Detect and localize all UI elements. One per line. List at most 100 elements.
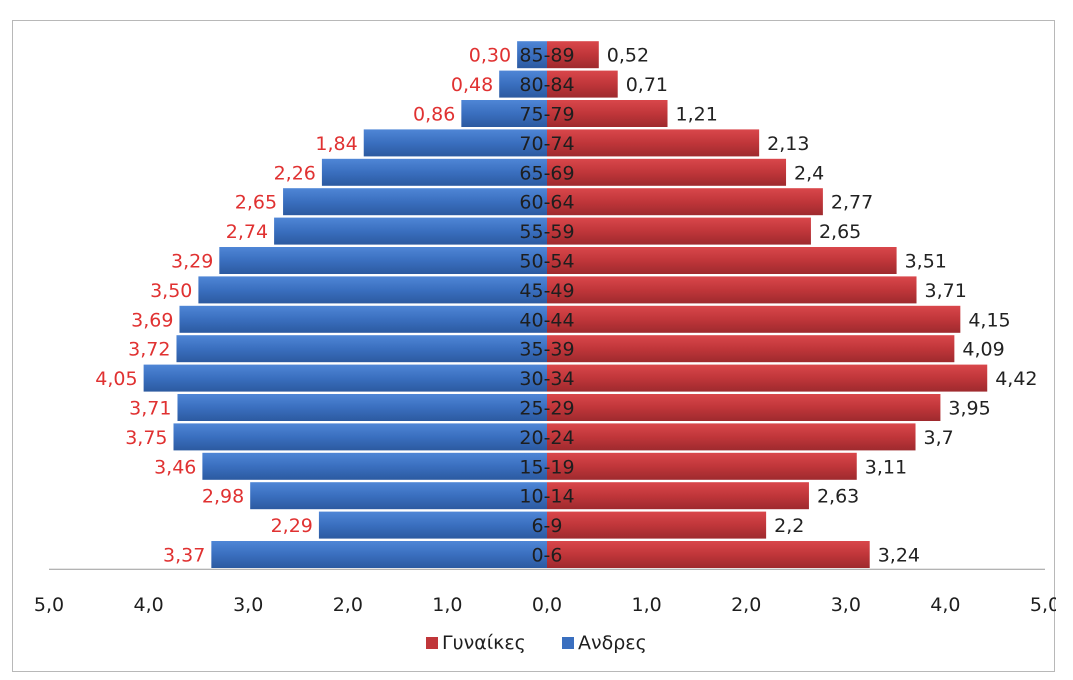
age-group-labels: 0-6 6-9 10-14 15-19 20-24 25-29 30-34 35-39 40-4… bbox=[519, 45, 574, 567]
female-bars bbox=[547, 41, 988, 568]
bar-male-50-54 bbox=[219, 247, 548, 274]
label-female-45-49: 3,71 bbox=[925, 280, 967, 302]
bar-female-65-69 bbox=[547, 158, 787, 186]
bar-female-30-34 bbox=[547, 364, 988, 392]
population-pyramid-chart: 3,37 2,29 2,98 3,46 3,75 3,71 4,05 3,72 3,69 3,50… bbox=[34, 41, 1056, 654]
bar-female-0-6 bbox=[547, 541, 870, 568]
bar-female-10-14 bbox=[547, 482, 809, 510]
label-male-25-29: 3,71 bbox=[129, 398, 171, 420]
x-tick-7: 2,0 bbox=[731, 594, 761, 616]
bar-female-20-24 bbox=[547, 423, 916, 451]
bar-male-30-34 bbox=[143, 364, 547, 392]
age-label-35-39: 35-39 bbox=[519, 339, 574, 361]
label-female-20-24: 3,7 bbox=[924, 427, 954, 449]
legend-label-1: Ανδρες bbox=[578, 632, 647, 654]
bar-male-45-49 bbox=[198, 276, 547, 304]
x-tick-1: 4,0 bbox=[133, 594, 163, 616]
legend: Γυναίκες Ανδρες bbox=[426, 632, 647, 654]
label-male-50-54: 3,29 bbox=[171, 251, 213, 273]
age-label-60-64: 60-64 bbox=[519, 192, 574, 214]
bar-male-85-89 bbox=[517, 41, 547, 69]
label-male-10-14: 2,98 bbox=[202, 486, 244, 508]
label-female-65-69: 2,4 bbox=[794, 162, 824, 184]
label-female-10-14: 2,63 bbox=[817, 486, 859, 508]
bar-female-85-89 bbox=[547, 41, 599, 69]
bar-male-0-6 bbox=[211, 541, 547, 568]
bar-female-45-49 bbox=[547, 276, 917, 304]
label-female-60-64: 2,77 bbox=[831, 192, 873, 214]
label-male-85-89: 0,30 bbox=[469, 45, 511, 67]
label-female-30-34: 4,42 bbox=[995, 368, 1037, 390]
label-male-60-64: 2,65 bbox=[235, 192, 277, 214]
label-male-6-9: 2,29 bbox=[271, 515, 313, 537]
x-tick-6: 1,0 bbox=[631, 594, 661, 616]
label-female-15-19: 3,11 bbox=[865, 456, 907, 478]
x-tick-10: 5,0 bbox=[1030, 594, 1056, 616]
age-label-45-49: 45-49 bbox=[519, 280, 574, 302]
x-tick-8: 3,0 bbox=[831, 594, 861, 616]
age-label-40-44: 40-44 bbox=[519, 309, 574, 331]
bar-male-70-74 bbox=[363, 129, 547, 157]
label-female-50-54: 3,51 bbox=[905, 251, 947, 273]
bar-female-80-84 bbox=[547, 70, 618, 98]
label-female-25-29: 3,95 bbox=[948, 398, 990, 420]
age-label-70-74: 70-74 bbox=[519, 133, 574, 155]
bar-female-15-19 bbox=[547, 452, 857, 480]
bar-female-40-44 bbox=[547, 305, 961, 333]
bar-male-10-14 bbox=[250, 482, 547, 510]
label-female-35-39: 4,09 bbox=[962, 339, 1004, 361]
bar-male-75-79 bbox=[461, 100, 547, 127]
bar-male-25-29 bbox=[177, 394, 547, 421]
label-male-65-69: 2,26 bbox=[274, 162, 316, 184]
female-value-labels: 3,24 2,2 2,63 3,11 3,7 3,954,42 4,09 4,153,71 3,… bbox=[607, 45, 1038, 567]
bar-female-50-54 bbox=[547, 247, 897, 274]
legend-label-0: Γυναίκες bbox=[442, 632, 526, 654]
bar-female-55-59 bbox=[547, 217, 811, 245]
label-male-45-49: 3,50 bbox=[150, 280, 192, 302]
label-female-6-9: 2,2 bbox=[774, 515, 804, 537]
age-label-50-54: 50-54 bbox=[519, 251, 574, 273]
legend-swatch-1 bbox=[562, 637, 574, 649]
bar-male-55-59 bbox=[274, 217, 547, 245]
age-label-0-6: 0-6 bbox=[531, 545, 562, 567]
male-value-labels: 3,37 2,29 2,98 3,46 3,75 3,71 4,05 3,72 3,69 3,50… bbox=[95, 45, 511, 567]
bar-male-65-69 bbox=[321, 158, 547, 186]
age-label-20-24: 20-24 bbox=[519, 427, 574, 449]
bar-female-35-39 bbox=[547, 335, 955, 363]
x-tick-5: 0,0 bbox=[532, 594, 562, 616]
bar-male-6-9 bbox=[318, 511, 547, 539]
label-female-55-59: 2,65 bbox=[819, 221, 861, 243]
bar-male-40-44 bbox=[179, 305, 547, 333]
label-male-20-24: 3,75 bbox=[125, 427, 167, 449]
bar-female-70-74 bbox=[547, 129, 760, 157]
x-tick-2: 3,0 bbox=[233, 594, 263, 616]
label-male-55-59: 2,74 bbox=[226, 221, 268, 243]
label-female-85-89: 0,52 bbox=[607, 45, 649, 67]
x-tick-labels: 5,0 4,0 3,0 2,0 1,0 0,0 1,0 2,0 3,0 4,0 5,0 bbox=[34, 594, 1056, 616]
bar-female-60-64 bbox=[547, 188, 823, 216]
bar-male-60-64 bbox=[283, 188, 547, 216]
x-tick-3: 2,0 bbox=[333, 594, 363, 616]
bar-male-15-19 bbox=[202, 452, 547, 480]
age-label-75-79: 75-79 bbox=[519, 104, 574, 126]
x-tick-4: 1,0 bbox=[432, 594, 462, 616]
label-female-70-74: 2,13 bbox=[767, 133, 809, 155]
label-female-40-44: 4,15 bbox=[968, 309, 1010, 331]
age-label-15-19: 15-19 bbox=[519, 456, 574, 478]
label-female-0-6: 3,24 bbox=[878, 545, 920, 567]
label-female-80-84: 0,71 bbox=[626, 74, 668, 96]
bar-female-6-9 bbox=[547, 511, 767, 539]
x-tick-9: 4,0 bbox=[930, 594, 960, 616]
label-female-75-79: 1,21 bbox=[676, 104, 718, 126]
label-male-30-34: 4,05 bbox=[95, 368, 137, 390]
legend-swatch-0 bbox=[426, 637, 438, 649]
age-label-85-89: 85-89 bbox=[519, 45, 574, 67]
age-label-25-29: 25-29 bbox=[519, 398, 574, 420]
male-bars bbox=[143, 41, 548, 568]
bar-female-25-29 bbox=[547, 394, 941, 421]
age-label-10-14: 10-14 bbox=[519, 486, 574, 508]
age-label-6-9: 6-9 bbox=[531, 515, 562, 537]
label-male-40-44: 3,69 bbox=[131, 309, 173, 331]
x-tick-0: 5,0 bbox=[34, 594, 64, 616]
chart-frame: 3,37 2,29 2,98 3,46 3,75 3,71 4,05 3,72 3,69 3,50… bbox=[12, 20, 1056, 672]
